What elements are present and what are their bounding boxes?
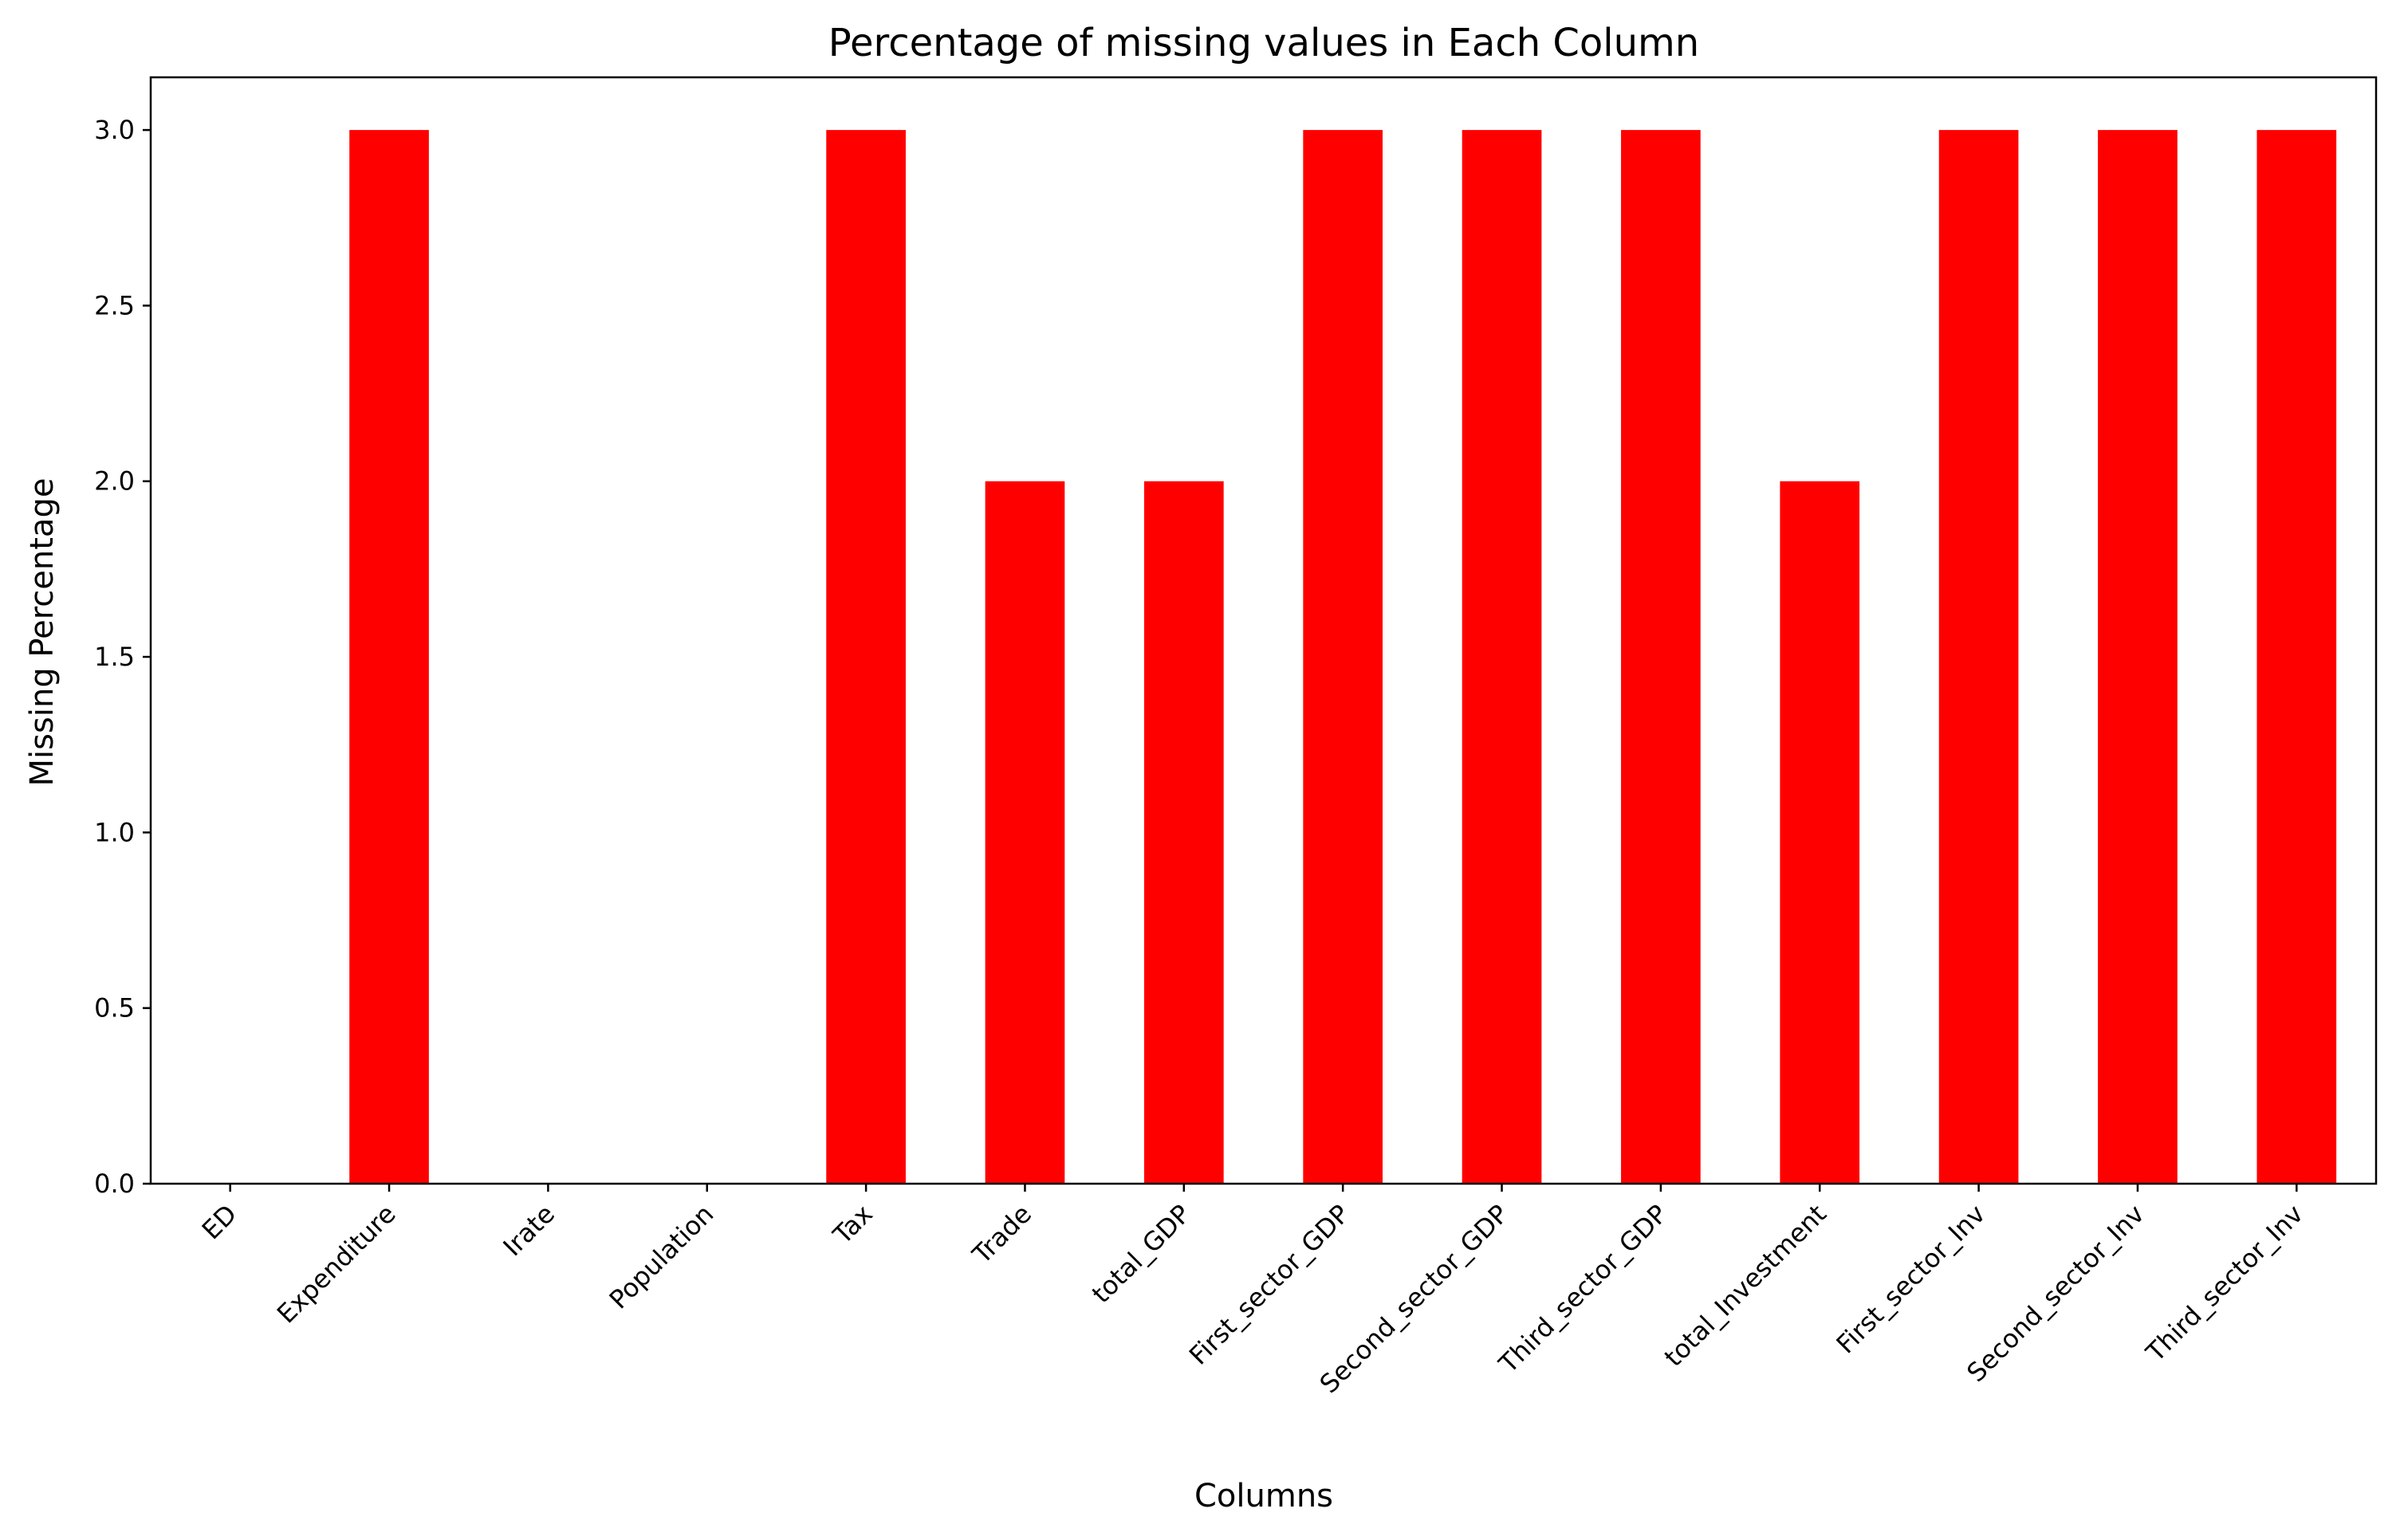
y-tick-label: 2.0 bbox=[94, 466, 135, 497]
plot-frame bbox=[149, 76, 2378, 1185]
y-tick-label: 2.5 bbox=[94, 290, 135, 320]
x-tick-label: Third_sector_GDP bbox=[1493, 1199, 1674, 1380]
chart-title: Percentage of missing values in Each Col… bbox=[828, 21, 1699, 65]
y-axis-label: Missing Percentage bbox=[24, 478, 61, 787]
x-tick-label: Population bbox=[604, 1199, 720, 1315]
bar-Third_sector_Inv bbox=[2256, 130, 2337, 1184]
y-tick-label: 1.0 bbox=[94, 817, 135, 847]
x-tick-label: First_sector_Inv bbox=[1831, 1199, 1992, 1360]
bar-Trade bbox=[985, 481, 1065, 1184]
x-tick-label: ED bbox=[196, 1199, 243, 1246]
x-tick-label: Irate bbox=[498, 1199, 561, 1263]
axes-layer bbox=[149, 76, 2378, 1185]
y-tick-label: 1.5 bbox=[94, 642, 135, 672]
bar-Third_sector_GDP bbox=[1621, 130, 1701, 1184]
x-tick-label: Expenditure bbox=[271, 1199, 402, 1330]
x-tick-label: Second_sector_Inv bbox=[1961, 1199, 2150, 1388]
bar-Tax bbox=[826, 130, 906, 1184]
bars-layer bbox=[349, 130, 2337, 1184]
x-axis-label: Columns bbox=[1194, 1478, 1333, 1514]
x-ticks-layer: ED Expenditure Irate Population Tax Trade tota… bbox=[196, 1184, 2309, 1399]
y-tick-label: 0.5 bbox=[94, 993, 135, 1023]
bar-First_sector_GDP bbox=[1303, 130, 1383, 1184]
y-tick-label: 3.0 bbox=[94, 115, 135, 145]
bar-First_sector_Inv bbox=[1938, 130, 2019, 1184]
bar-total_GDP bbox=[1143, 481, 1224, 1184]
bar-total_Investment bbox=[1780, 481, 1860, 1184]
bar-Second_sector_GDP bbox=[1462, 130, 1542, 1184]
y-tick-label: 0.0 bbox=[94, 1169, 135, 1199]
x-tick-label: total_Investment bbox=[1658, 1199, 1832, 1373]
bar-Second_sector_Inv bbox=[2098, 130, 2178, 1184]
y-ticks-layer: 0.0 0.5 1.0 1.5 2.0 2.5 3.0 bbox=[94, 115, 151, 1199]
x-tick-label: total_GDP bbox=[1086, 1199, 1197, 1310]
x-tick-label: Third_sector_Inv bbox=[2139, 1199, 2308, 1368]
bar-Expenditure bbox=[349, 130, 429, 1184]
x-tick-label: Tax bbox=[827, 1199, 879, 1251]
x-tick-label: Trade bbox=[966, 1199, 1038, 1271]
x-tick-label: First_sector_GDP bbox=[1183, 1199, 1355, 1371]
